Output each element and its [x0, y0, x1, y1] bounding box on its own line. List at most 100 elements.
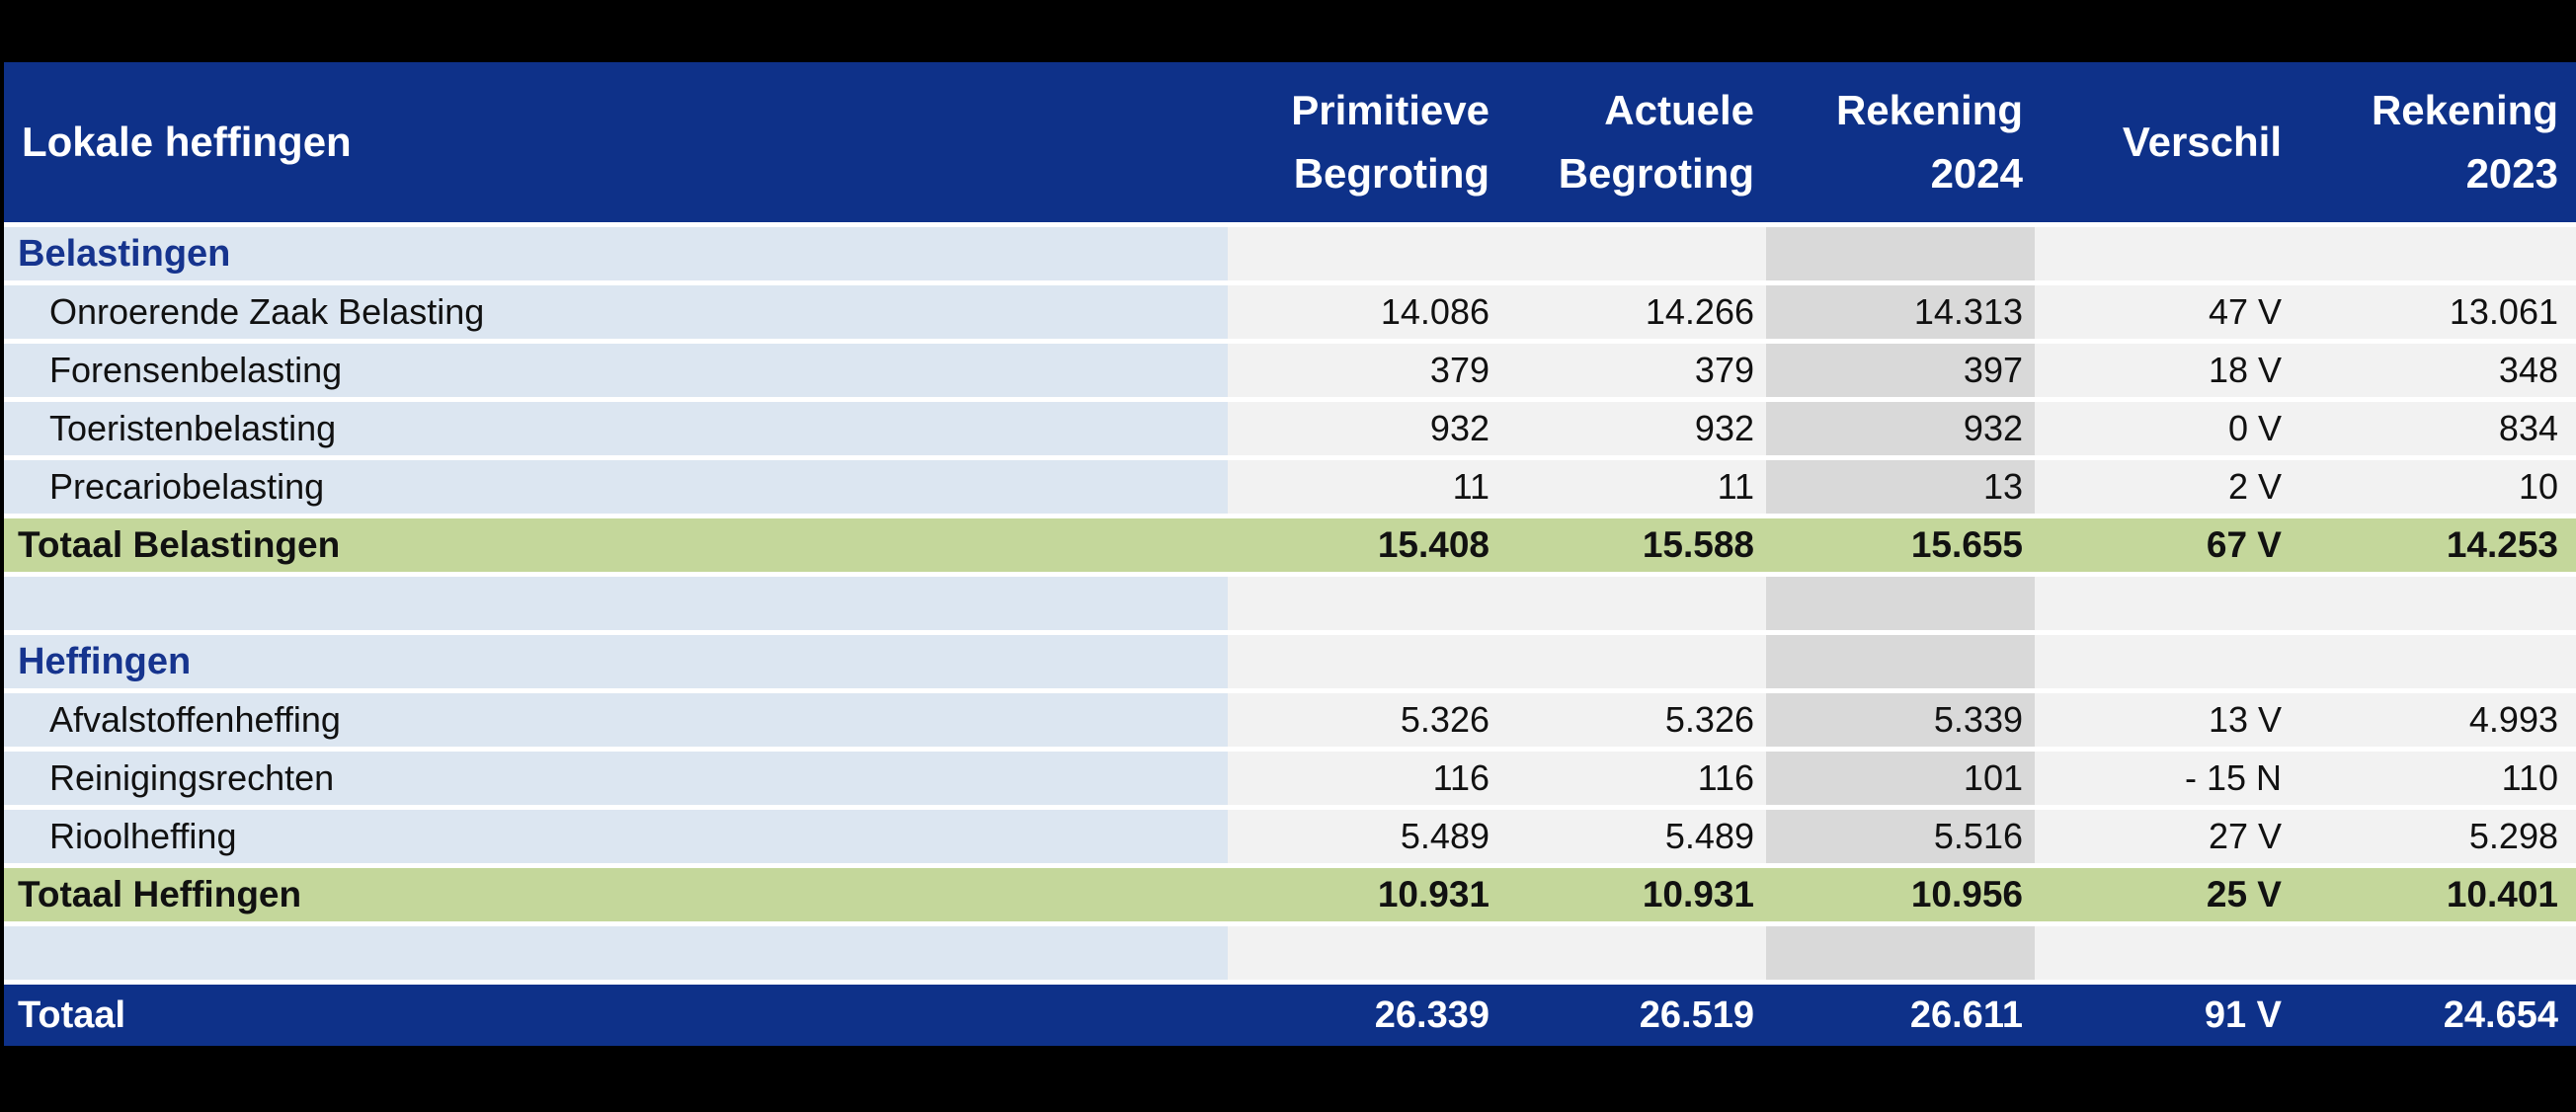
cell-verschil: 47 V — [2035, 285, 2294, 339]
cell-actuele-begroting: 14.266 — [1501, 285, 1766, 339]
cell-rekening-2024: 101 — [1766, 752, 2035, 805]
row-label — [4, 577, 1228, 630]
table-row — [4, 577, 2576, 630]
row-label: Rioolheffing — [4, 810, 1228, 863]
cell-rekening-2024: 5.516 — [1766, 810, 2035, 863]
cell-verschil: 0 V — [2035, 402, 2294, 455]
table-row: Forensenbelasting 379 379 397 18 V 348 — [4, 344, 2576, 397]
cell-rekening-2024: 5.339 — [1766, 693, 2035, 747]
cell-actuele-begroting: 116 — [1501, 752, 1766, 805]
cell-primitieve-begroting: 11 — [1228, 460, 1501, 514]
table-row — [4, 926, 2576, 980]
header-line: Begroting — [1558, 150, 1754, 197]
header-primitieve-begroting: Primitieve Begroting — [1228, 62, 1501, 222]
cell-rekening-2023: 4.993 — [2294, 693, 2576, 747]
cell-verschil — [2035, 577, 2294, 630]
row-label: Totaal — [4, 985, 1228, 1046]
cell-verschil: - 15 N — [2035, 752, 2294, 805]
row-label: Totaal Heffingen — [4, 868, 1228, 921]
table-row: Onroerende Zaak Belasting 14.086 14.266 … — [4, 285, 2576, 339]
header-line: 2023 — [2465, 150, 2558, 197]
cell-primitieve-begroting: 379 — [1228, 344, 1501, 397]
table-row: Totaal Heffingen 10.931 10.931 10.956 25… — [4, 868, 2576, 921]
table-body: Belastingen Onroerende Zaak Belasting 14… — [4, 227, 2576, 1046]
cell-rekening-2024: 397 — [1766, 344, 2035, 397]
row-label: Toeristenbelasting — [4, 402, 1228, 455]
header-line: Primitieve — [1291, 87, 1489, 133]
cell-rekening-2024: 26.611 — [1766, 985, 2035, 1046]
cell-actuele-begroting: 5.326 — [1501, 693, 1766, 747]
cell-rekening-2023: 348 — [2294, 344, 2576, 397]
cell-actuele-begroting — [1501, 635, 1766, 688]
cell-actuele-begroting — [1501, 227, 1766, 280]
lokale-heffingen-table: Lokale heffingen Primitieve Begroting Ac… — [4, 62, 2576, 1046]
cell-actuele-begroting: 932 — [1501, 402, 1766, 455]
row-label: Totaal Belastingen — [4, 518, 1228, 572]
cell-primitieve-begroting: 5.489 — [1228, 810, 1501, 863]
cell-rekening-2023: 13.061 — [2294, 285, 2576, 339]
header-rekening-2023: Rekening 2023 — [2294, 62, 2576, 222]
cell-primitieve-begroting — [1228, 577, 1501, 630]
cell-rekening-2024 — [1766, 926, 2035, 980]
cell-verschil: 18 V — [2035, 344, 2294, 397]
cell-rekening-2024: 10.956 — [1766, 868, 2035, 921]
row-label: Heffingen — [4, 635, 1228, 688]
header-line: Verschil — [2122, 119, 2282, 165]
row-label — [4, 926, 1228, 980]
table-row: Reinigingsrechten 116 116 101 - 15 N 110 — [4, 752, 2576, 805]
header-lokale-heffingen: Lokale heffingen — [22, 119, 352, 165]
cell-rekening-2023: 834 — [2294, 402, 2576, 455]
cell-primitieve-begroting — [1228, 635, 1501, 688]
table-header-row: Lokale heffingen Primitieve Begroting Ac… — [4, 62, 2576, 222]
row-label: Forensenbelasting — [4, 344, 1228, 397]
cell-primitieve-begroting: 15.408 — [1228, 518, 1501, 572]
cell-primitieve-begroting — [1228, 926, 1501, 980]
header-actuele-begroting: Actuele Begroting — [1501, 62, 1766, 222]
cell-rekening-2023 — [2294, 227, 2576, 280]
cell-verschil: 27 V — [2035, 810, 2294, 863]
cell-rekening-2023: 14.253 — [2294, 518, 2576, 572]
row-label: Precariobelasting — [4, 460, 1228, 514]
cell-actuele-begroting: 26.519 — [1501, 985, 1766, 1046]
cell-actuele-begroting: 379 — [1501, 344, 1766, 397]
cell-rekening-2023: 10.401 — [2294, 868, 2576, 921]
cell-actuele-begroting — [1501, 577, 1766, 630]
cell-primitieve-begroting: 26.339 — [1228, 985, 1501, 1046]
cell-verschil: 13 V — [2035, 693, 2294, 747]
cell-rekening-2024: 932 — [1766, 402, 2035, 455]
cell-rekening-2024: 14.313 — [1766, 285, 2035, 339]
cell-rekening-2024 — [1766, 577, 2035, 630]
table-row: Totaal 26.339 26.519 26.611 91 V 24.654 — [4, 985, 2576, 1046]
cell-primitieve-begroting — [1228, 227, 1501, 280]
header-verschil: Verschil — [2035, 62, 2294, 222]
cell-rekening-2023 — [2294, 926, 2576, 980]
cell-actuele-begroting: 5.489 — [1501, 810, 1766, 863]
header-line: Rekening — [1835, 87, 2023, 133]
cell-rekening-2023: 110 — [2294, 752, 2576, 805]
table-row: Toeristenbelasting 932 932 932 0 V 834 — [4, 402, 2576, 455]
cell-rekening-2023 — [2294, 635, 2576, 688]
table-row: Afvalstoffenheffing 5.326 5.326 5.339 13… — [4, 693, 2576, 747]
table-row: Precariobelasting 11 11 13 2 V 10 — [4, 460, 2576, 514]
cell-actuele-begroting — [1501, 926, 1766, 980]
header-line: Rekening — [2371, 87, 2558, 133]
cell-verschil: 67 V — [2035, 518, 2294, 572]
header-line: 2024 — [1930, 150, 2023, 197]
cell-actuele-begroting: 10.931 — [1501, 868, 1766, 921]
cell-actuele-begroting: 15.588 — [1501, 518, 1766, 572]
cell-rekening-2024: 15.655 — [1766, 518, 2035, 572]
cell-primitieve-begroting: 5.326 — [1228, 693, 1501, 747]
header-line: Begroting — [1293, 150, 1489, 197]
table-row: Belastingen — [4, 227, 2576, 280]
cell-rekening-2024 — [1766, 635, 2035, 688]
cell-verschil — [2035, 926, 2294, 980]
cell-rekening-2024 — [1766, 227, 2035, 280]
cell-verschil — [2035, 227, 2294, 280]
cell-actuele-begroting: 11 — [1501, 460, 1766, 514]
table-row: Heffingen — [4, 635, 2576, 688]
cell-verschil — [2035, 635, 2294, 688]
cell-verschil: 2 V — [2035, 460, 2294, 514]
header-rekening-2024: Rekening 2024 — [1766, 62, 2035, 222]
cell-rekening-2023: 24.654 — [2294, 985, 2576, 1046]
cell-verschil: 25 V — [2035, 868, 2294, 921]
